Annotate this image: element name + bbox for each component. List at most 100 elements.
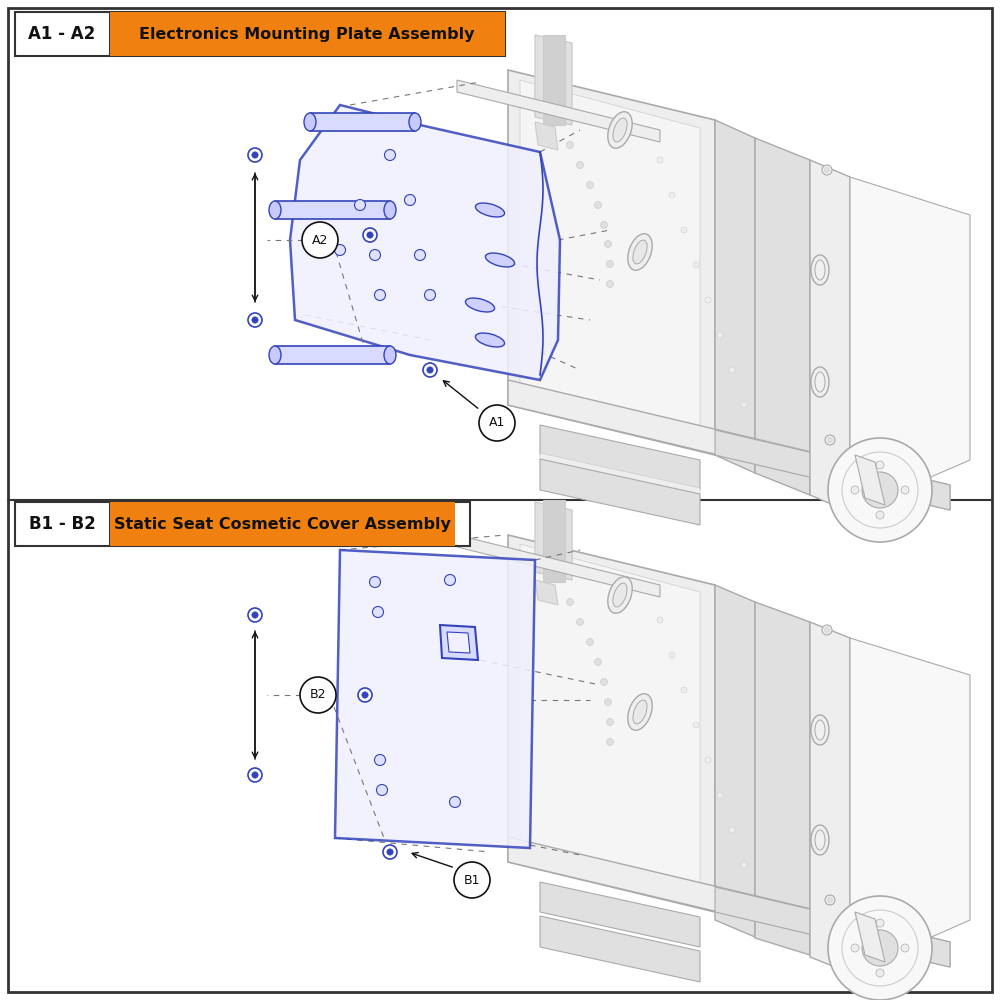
Circle shape	[600, 222, 608, 229]
Circle shape	[669, 652, 675, 658]
Polygon shape	[447, 632, 470, 653]
Circle shape	[444, 574, 456, 585]
Bar	[15, 502, 470, 546]
Polygon shape	[335, 550, 535, 848]
Polygon shape	[520, 544, 700, 902]
Circle shape	[657, 617, 663, 623]
Circle shape	[822, 625, 832, 635]
Text: Electronics Mounting Plate Assembly: Electronics Mounting Plate Assembly	[139, 26, 475, 41]
Ellipse shape	[628, 694, 652, 730]
Circle shape	[362, 692, 368, 698]
Ellipse shape	[613, 583, 627, 607]
Circle shape	[851, 486, 859, 494]
Circle shape	[862, 930, 898, 966]
Polygon shape	[440, 625, 478, 660]
Circle shape	[594, 202, 602, 209]
Circle shape	[424, 290, 436, 300]
Ellipse shape	[815, 372, 825, 392]
Bar	[15, 12, 505, 56]
Circle shape	[729, 367, 735, 373]
Circle shape	[604, 698, 612, 706]
Ellipse shape	[475, 203, 505, 217]
Circle shape	[606, 260, 614, 267]
Polygon shape	[540, 459, 700, 525]
Circle shape	[851, 944, 859, 952]
Circle shape	[248, 608, 262, 622]
Circle shape	[576, 618, 584, 626]
Circle shape	[566, 598, 574, 605]
Ellipse shape	[304, 113, 316, 131]
Circle shape	[479, 405, 515, 441]
Ellipse shape	[465, 298, 495, 312]
Polygon shape	[715, 585, 755, 937]
Ellipse shape	[475, 333, 505, 347]
Circle shape	[828, 896, 932, 1000]
Circle shape	[669, 192, 675, 198]
Circle shape	[741, 402, 747, 408]
Circle shape	[606, 280, 614, 288]
Circle shape	[828, 898, 832, 902]
Circle shape	[828, 438, 832, 442]
Polygon shape	[535, 502, 572, 580]
Polygon shape	[535, 35, 572, 125]
Circle shape	[566, 141, 574, 148]
Circle shape	[822, 165, 832, 175]
Ellipse shape	[608, 577, 632, 613]
Circle shape	[606, 738, 614, 746]
Text: A2: A2	[312, 233, 328, 246]
Circle shape	[876, 969, 884, 977]
Circle shape	[825, 895, 835, 905]
Circle shape	[374, 290, 386, 300]
Bar	[110, 502, 455, 546]
Text: A1 - A2: A1 - A2	[28, 25, 96, 43]
Polygon shape	[520, 80, 700, 445]
Polygon shape	[290, 105, 560, 380]
Ellipse shape	[269, 201, 281, 219]
Ellipse shape	[815, 720, 825, 740]
Polygon shape	[540, 425, 700, 490]
Circle shape	[717, 792, 723, 798]
Circle shape	[594, 658, 602, 666]
Polygon shape	[715, 887, 950, 967]
Circle shape	[600, 678, 608, 686]
Circle shape	[693, 262, 699, 268]
Polygon shape	[508, 380, 950, 510]
Polygon shape	[535, 580, 558, 605]
Circle shape	[384, 149, 396, 160]
Circle shape	[252, 152, 258, 158]
Circle shape	[423, 363, 437, 377]
Circle shape	[383, 845, 397, 859]
Circle shape	[354, 200, 366, 211]
Circle shape	[876, 511, 884, 519]
Text: B1: B1	[464, 874, 480, 886]
Polygon shape	[850, 177, 970, 512]
Circle shape	[576, 161, 584, 168]
Circle shape	[427, 367, 433, 373]
Ellipse shape	[811, 255, 829, 285]
Polygon shape	[540, 916, 700, 982]
Circle shape	[370, 576, 380, 587]
Circle shape	[824, 167, 830, 172]
Bar	[310, 113, 415, 131]
Ellipse shape	[409, 113, 421, 131]
Circle shape	[404, 194, 416, 206]
Circle shape	[367, 232, 373, 238]
Ellipse shape	[633, 240, 647, 264]
Polygon shape	[508, 837, 950, 967]
Text: A1: A1	[489, 416, 505, 430]
Circle shape	[717, 332, 723, 338]
Circle shape	[300, 677, 336, 713]
Text: B1 - B2: B1 - B2	[29, 515, 95, 533]
Circle shape	[681, 687, 687, 693]
Circle shape	[374, 754, 386, 766]
Ellipse shape	[815, 830, 825, 850]
Circle shape	[358, 688, 372, 702]
Ellipse shape	[811, 367, 829, 397]
Polygon shape	[715, 120, 755, 473]
Text: B2: B2	[310, 688, 326, 702]
Polygon shape	[540, 882, 700, 947]
Polygon shape	[715, 430, 950, 510]
Polygon shape	[457, 80, 660, 142]
Bar	[543, 500, 565, 582]
Circle shape	[828, 438, 932, 542]
